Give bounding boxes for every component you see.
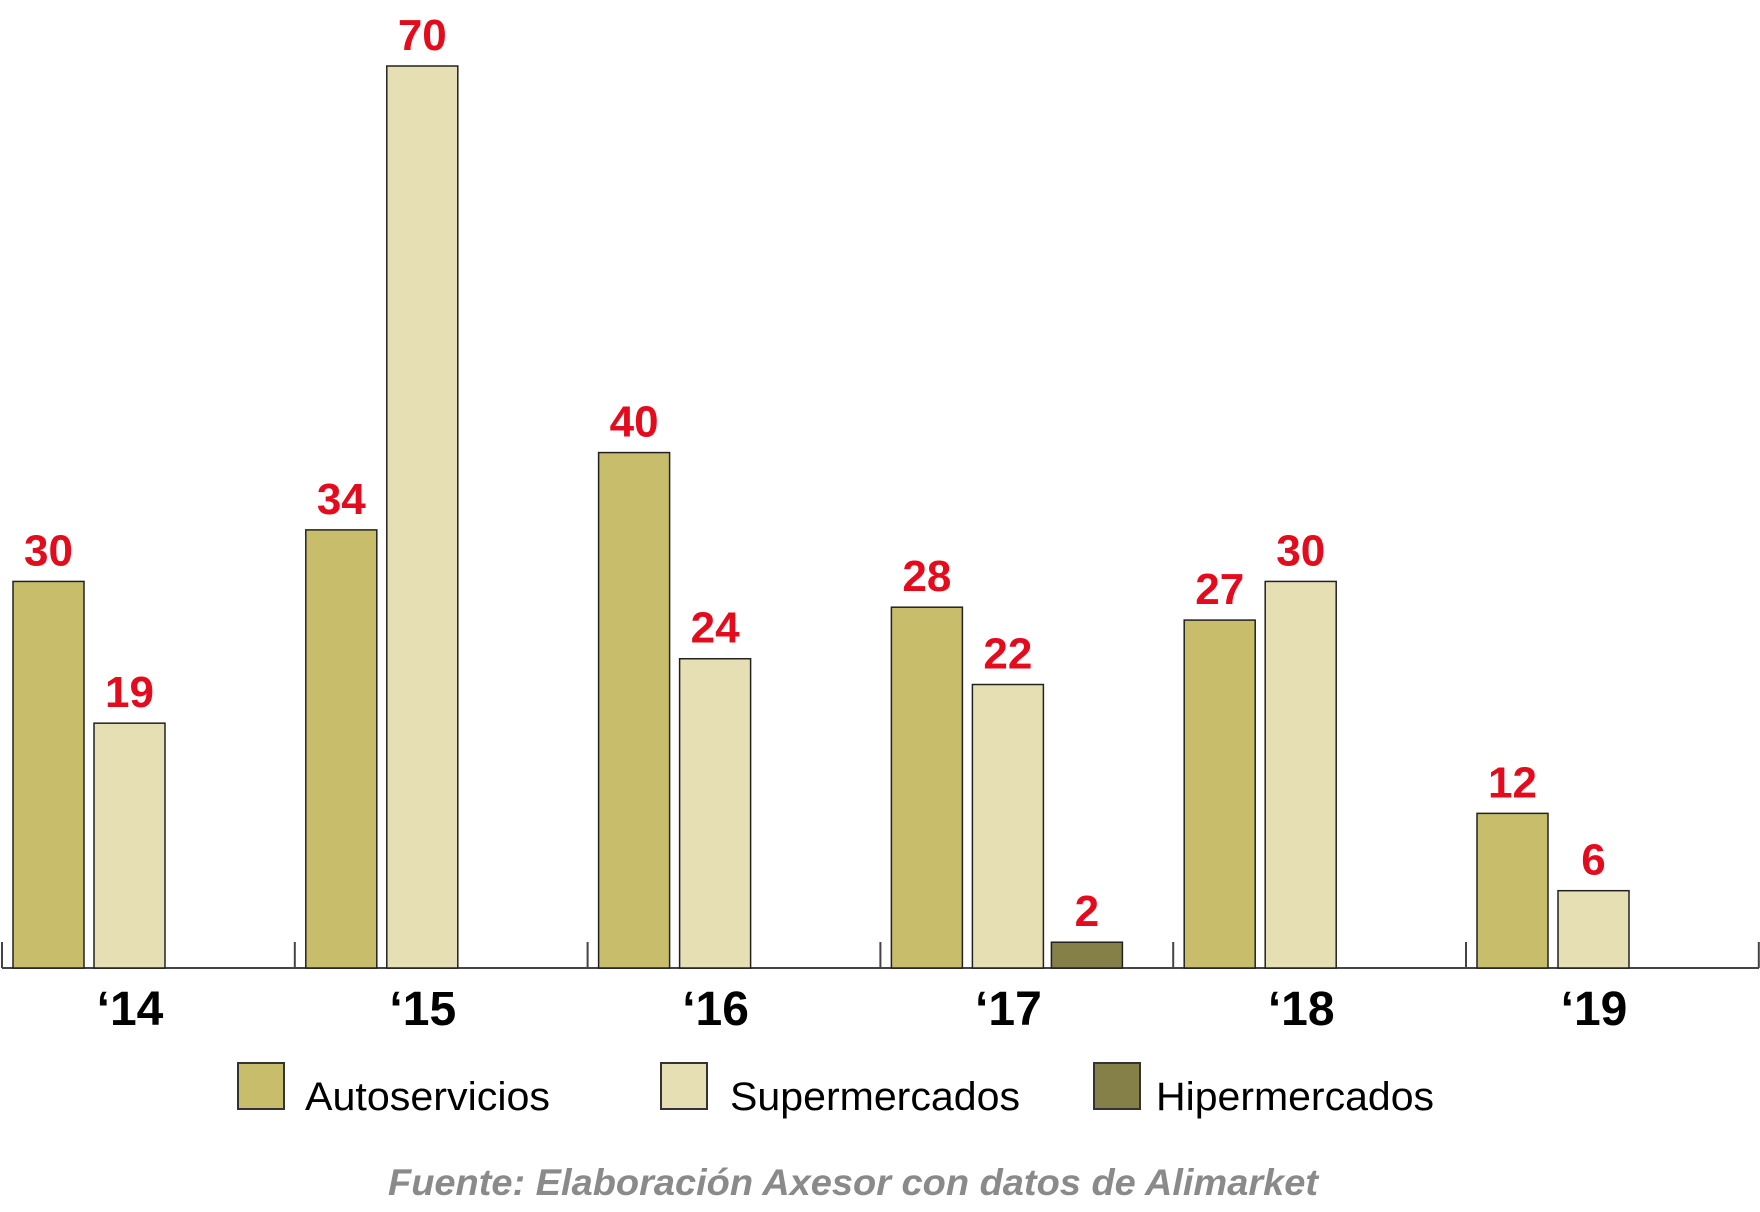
bar-autoservicios-1: [305, 529, 378, 969]
value-label: 19: [105, 668, 154, 717]
bar-supermercados-3: [971, 683, 1045, 969]
legend: Autoservicios Supermercados Hipermercado…: [237, 1062, 1434, 1119]
legend-swatch-supermercados: [660, 1062, 708, 1110]
value-label: 2: [1075, 887, 1099, 936]
bar-autoservicios-3: [890, 606, 964, 969]
x-tick-label: ‘14: [97, 983, 164, 1036]
value-label: 28: [902, 552, 951, 601]
value-label: 40: [610, 398, 659, 447]
legend-label-autoservicios: Autoservicios: [305, 1075, 550, 1119]
value-label: 30: [24, 526, 73, 575]
value-label: 34: [317, 475, 366, 524]
legend-label-hipermercados: Hipermercados: [1156, 1075, 1434, 1119]
value-label: 30: [1276, 526, 1325, 575]
value-label: 12: [1488, 758, 1537, 807]
x-tick-label: ‘15: [389, 983, 456, 1036]
bar-hipermercados-3: [1050, 941, 1124, 969]
value-label: 27: [1195, 565, 1244, 614]
legend-label-supermercados: Supermercados: [730, 1075, 1020, 1119]
bar-autoservicios-4: [1183, 619, 1256, 969]
bar-autoservicios-2: [597, 451, 671, 969]
bar-supermercados-1: [386, 65, 459, 969]
bar-supermercados-2: [678, 657, 752, 969]
bar-supermercados-4: [1264, 580, 1337, 969]
x-tick-label: ‘18: [1268, 983, 1335, 1036]
bar-autoservicios-5: [1476, 812, 1549, 969]
bar-supermercados-5: [1557, 889, 1630, 969]
legend-swatch-hipermercados: [1093, 1062, 1141, 1110]
x-tick-label: ‘19: [1561, 983, 1628, 1036]
x-tick-labels: ‘14 ‘15 ‘16 ‘17 ‘18 ‘19: [97, 983, 1628, 1036]
x-axis: [1, 942, 1760, 969]
bar-autoservicios-0: [12, 580, 85, 969]
value-label: 24: [691, 604, 740, 653]
source-note: Fuente: Elaboración Axesor con datos de …: [388, 1162, 1320, 1203]
bars: [12, 65, 1630, 969]
bar-supermercados-0: [93, 722, 166, 969]
x-tick-label: ‘17: [975, 983, 1042, 1036]
value-label: 70: [398, 11, 447, 60]
value-label: 22: [983, 630, 1032, 679]
value-label: 6: [1581, 836, 1605, 885]
x-tick-label: ‘16: [682, 983, 749, 1036]
legend-swatch-autoservicios: [237, 1062, 285, 1110]
